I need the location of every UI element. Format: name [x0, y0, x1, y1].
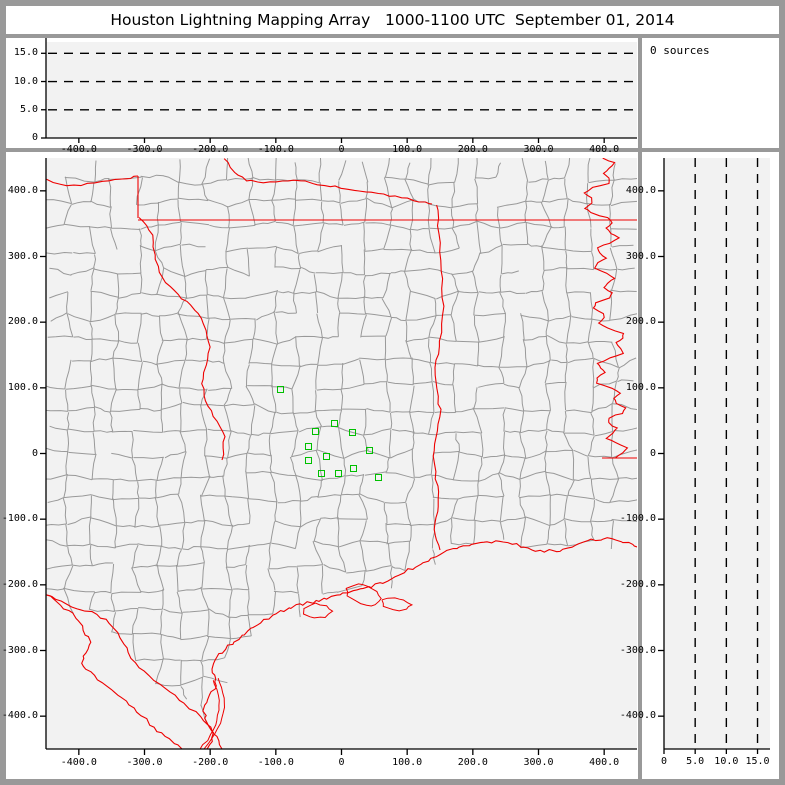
xtick-5: 100.0 — [392, 144, 423, 155]
xtick-1: 5.0 — [686, 756, 705, 767]
xtick-2: 10.0 — [714, 756, 739, 767]
xtick-0: -400.0 — [60, 144, 97, 155]
xtick-0: 0 — [660, 756, 668, 767]
ytick-7: 300.0 — [625, 250, 656, 262]
ytick-4: 0 — [649, 447, 656, 459]
xtick-7: 300.0 — [523, 144, 554, 155]
ytick-2: 10.0 — [13, 75, 38, 87]
ytick-3: -100.0 — [1, 513, 38, 525]
ytick-0: 0 — [31, 132, 38, 143]
ytick-5: 100.0 — [625, 381, 656, 393]
ytick-0: -400.0 — [619, 710, 656, 722]
lma-station-marker — [311, 428, 319, 436]
ytick-5: 100.0 — [7, 381, 38, 393]
ytick-1: -300.0 — [1, 644, 38, 656]
time-altitude-plot-area[interactable] — [46, 42, 637, 138]
ytick-8: 400.0 — [7, 184, 38, 196]
lma-station-marker — [330, 419, 338, 427]
source-count-label: 0 sources — [650, 44, 710, 57]
ytick-2: -200.0 — [1, 578, 38, 590]
xtick-8: 400.0 — [589, 144, 620, 155]
window-title-bar: Houston Lightning Mapping Array 1000-110… — [6, 6, 779, 34]
lma-station-marker — [304, 457, 312, 465]
ytick-6: 200.0 — [625, 316, 656, 328]
ytick-4: 0 — [31, 447, 38, 459]
xtick-2: -200.0 — [192, 144, 229, 155]
lma-station-marker — [334, 470, 342, 478]
ytick-2: -200.0 — [619, 578, 656, 590]
xtick-3: 15.0 — [745, 756, 770, 767]
xtick-2: -200.0 — [192, 757, 229, 768]
lma-station-marker — [349, 465, 357, 473]
ytick-1: 5.0 — [19, 103, 38, 115]
altitude-histogram-panel[interactable]: -400.0 -300.0 -200.0 -100.0 0 100.0 200.0 300.0… — [620, 152, 779, 779]
lma-station-marker — [366, 447, 374, 455]
ytick-1: -300.0 — [619, 644, 656, 656]
page-title: Houston Lightning Mapping Array 1000-110… — [110, 11, 675, 29]
ytick-0: -400.0 — [1, 710, 38, 722]
source-info-panel: 0 sources — [642, 38, 779, 148]
ytick-7: 300.0 — [7, 250, 38, 262]
xtick-4: 0 — [338, 757, 345, 768]
xtick-3: -100.0 — [257, 144, 294, 155]
xtick-7: 300.0 — [523, 757, 554, 768]
time-altitude-axes — [41, 38, 637, 143]
altitude-histogram-axes — [658, 158, 770, 754]
xtick-5: 100.0 — [392, 757, 423, 768]
ytick-6: 200.0 — [7, 316, 38, 328]
time-altitude-panel[interactable]: 0 5.0 10.0 15.0 -400.0 -300.0 -200.0 -100.0 0 100… — [6, 38, 638, 155]
altitude-histogram-plot-area[interactable] — [664, 158, 770, 749]
xtick-6: 200.0 — [457, 144, 488, 155]
lma-station-marker — [304, 443, 312, 451]
map-plot-area[interactable] — [46, 158, 637, 749]
lma-station-marker — [276, 386, 284, 394]
xtick-6: 200.0 — [457, 757, 488, 768]
xtick-8: 400.0 — [589, 757, 620, 768]
lma-station-marker — [349, 428, 357, 436]
map-panel[interactable]: -400.0 -300.0 -200.0 -100.0 0 100.0 200.0 300.0… — [2, 152, 638, 779]
xtick-1: -300.0 — [126, 757, 163, 768]
xtick-3: -100.0 — [257, 757, 294, 768]
lma-station-marker — [374, 474, 382, 482]
xtick-0: -400.0 — [60, 757, 97, 768]
ytick-8: 400.0 — [625, 184, 656, 196]
ytick-3: 15.0 — [13, 47, 38, 59]
lma-station-marker — [318, 469, 326, 477]
xtick-4: 0 — [338, 144, 345, 155]
xtick-1: -300.0 — [126, 144, 163, 155]
ytick-3: -100.0 — [619, 513, 656, 525]
map-geography — [46, 158, 637, 749]
lma-station-marker — [322, 453, 330, 461]
